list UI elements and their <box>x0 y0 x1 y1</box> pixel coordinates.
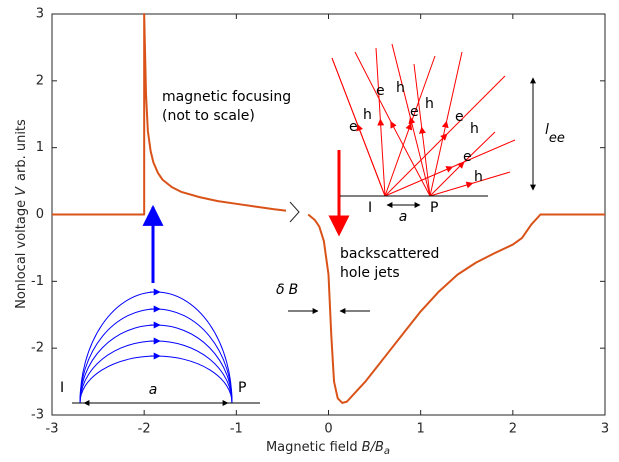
y-tick-label: 1 <box>36 140 44 155</box>
ray <box>384 75 506 197</box>
length-symbol: l <box>545 122 549 138</box>
carrier-label: h <box>470 121 479 137</box>
delta-b: B <box>289 282 299 298</box>
carrier-label: e <box>349 119 358 135</box>
contact-label: P <box>430 200 438 216</box>
ray <box>391 43 431 197</box>
annotation: backscattered <box>340 246 439 262</box>
ray <box>429 51 463 197</box>
carrier-label: h <box>363 107 372 123</box>
annotation: (not to scale) <box>162 108 255 124</box>
y-tick-label: 3 <box>36 7 44 22</box>
carrier-label: e <box>463 149 472 165</box>
y-tick-label: -1 <box>31 274 44 289</box>
contact-label: I <box>368 200 372 216</box>
focusing-inset <box>79 288 233 404</box>
y-axis-label: Nonlocal voltage Varb. units <box>14 119 29 309</box>
annotation: magnetic focusing <box>162 89 291 105</box>
x-tick-label: 3 <box>601 422 609 437</box>
data-line <box>52 13 605 404</box>
ray <box>413 63 431 197</box>
length-subscript: ee <box>549 131 565 146</box>
x-tick-label: -1 <box>230 422 243 437</box>
y-label-text: Nonlocal voltage <box>14 200 29 309</box>
carrier-label: h <box>425 96 434 112</box>
ray <box>384 55 436 197</box>
plot-area: -3 -2 -1 0 1 2 3 -3 -2 -1 0 1 2 3 <box>31 7 609 437</box>
y-tick-label: 2 <box>36 73 44 88</box>
x-tick-label: -2 <box>138 422 151 437</box>
ray <box>375 47 386 197</box>
carrier-label: e <box>376 83 385 99</box>
annotation: hole jets <box>340 265 400 281</box>
ray <box>384 139 516 197</box>
distance-label: a <box>149 382 158 398</box>
distance-label: a <box>399 209 408 225</box>
x-tick-label: 1 <box>417 422 425 437</box>
break-gap <box>286 200 300 230</box>
x-tick-label: -3 <box>46 422 59 437</box>
ray <box>354 51 431 197</box>
contact-label: I <box>60 380 64 396</box>
y-tick-label: 0 <box>36 207 44 222</box>
carrier-label: h <box>474 169 483 185</box>
x-tick-label: 0 <box>324 422 332 437</box>
y-label-unit: arb. units <box>14 119 29 181</box>
ray <box>429 131 496 197</box>
carrier-label: e <box>455 109 464 125</box>
length-label: lee <box>545 122 565 146</box>
carrier-label: e <box>410 104 419 120</box>
y-label-symbol: V <box>14 186 29 196</box>
y-tick-label: -2 <box>31 341 44 356</box>
x-label-text: Magnetic field <box>266 440 358 455</box>
x-label-subscript: a <box>384 446 390 457</box>
contact-label: P <box>238 380 246 396</box>
ray <box>331 57 386 197</box>
scatter-inset <box>331 43 516 197</box>
carrier-label: h <box>396 80 405 96</box>
axis-break <box>289 201 300 223</box>
x-label-symbol: B/B <box>362 440 384 455</box>
delta-symbol: δ <box>276 282 285 298</box>
ray <box>429 171 511 197</box>
x-axis-label: Magnetic field B/Ba <box>266 440 390 458</box>
y-tick-label: -3 <box>31 408 44 423</box>
x-tick-label: 2 <box>509 422 517 437</box>
